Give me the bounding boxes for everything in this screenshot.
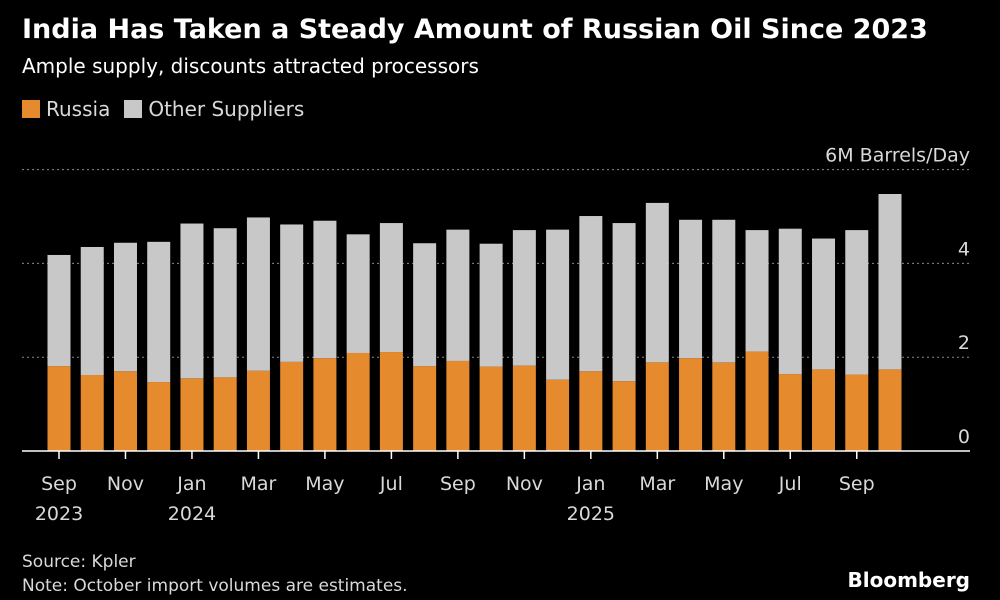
x-tick-label-6: Mar: [241, 473, 277, 495]
bar-russia-2025-10: [878, 369, 902, 451]
y-tick-label-2: 2: [958, 332, 970, 354]
bar-other-2025-04: [679, 219, 703, 359]
x-year-label-16: 2025: [567, 503, 615, 525]
legend-swatch-russia: [22, 100, 40, 118]
x-tick-label-16: Jan: [575, 473, 605, 495]
x-tick-label-4: Jan: [176, 473, 206, 495]
footer: Source: Kpler Note: October import volum…: [22, 550, 408, 598]
bar-russia-2025-09: [845, 374, 869, 451]
bar-russia-2024-07: [379, 352, 403, 451]
bar-other-2025-10: [878, 193, 902, 370]
bar-russia-2023-11: [113, 371, 137, 451]
bar-other-2025-09: [845, 230, 869, 375]
bar-russia-2024-12: [546, 379, 570, 451]
bar-russia-2023-10: [80, 375, 104, 451]
bar-russia-2025-02: [612, 381, 636, 451]
chart-title: India Has Taken a Steady Amount of Russi…: [22, 14, 928, 45]
bar-russia-2023-09: [47, 366, 71, 451]
bar-other-2025-06: [745, 230, 769, 352]
bar-russia-2024-09: [446, 360, 470, 451]
y-tick-label-4: 4: [958, 238, 970, 260]
bar-other-2024-01: [180, 223, 204, 379]
bar-other-2023-11: [113, 242, 137, 372]
bar-other-2025-01: [579, 216, 603, 372]
bar-russia-2025-03: [645, 362, 669, 451]
bar-other-2024-09: [446, 229, 470, 361]
legend-label-russia: Russia: [46, 97, 111, 121]
bar-other-2024-10: [479, 243, 503, 367]
legend-item-russia: Russia: [22, 97, 110, 121]
bar-russia-2024-02: [213, 377, 237, 451]
legend-item-other: Other Suppliers: [124, 97, 304, 121]
chart-subtitle: Ample supply, discounts attracted proces…: [22, 54, 479, 78]
bar-other-2023-09: [47, 254, 71, 367]
bar-other-2025-08: [812, 238, 836, 370]
bar-other-2024-11: [512, 230, 536, 366]
bar-other-2024-08: [413, 243, 437, 367]
bar-russia-2024-03: [246, 370, 270, 451]
bar-russia-2024-01: [180, 378, 204, 451]
bar-other-2024-02: [213, 228, 237, 378]
y-tick-label-0: 0: [958, 426, 970, 448]
bar-russia-2024-08: [413, 366, 437, 451]
x-year-label-4: 2024: [168, 503, 216, 525]
bar-other-2024-04: [280, 224, 304, 362]
bar-russia-2025-06: [745, 351, 769, 451]
bar-russia-2023-12: [147, 382, 171, 451]
bloomberg-logo: Bloomberg: [847, 568, 970, 592]
bar-other-2024-03: [246, 217, 270, 371]
bar-other-2024-07: [379, 223, 403, 353]
bar-other-2024-05: [313, 220, 337, 359]
bar-russia-2025-07: [778, 374, 802, 451]
x-tick-label-8: May: [305, 473, 344, 495]
bar-russia-2024-10: [479, 366, 503, 451]
bar-russia-2024-11: [512, 365, 536, 451]
y-tick-label-6: 6M Barrels/Day: [825, 145, 970, 167]
bar-other-2024-06: [346, 234, 370, 353]
bar-russia-2025-04: [679, 358, 703, 451]
bar-other-2025-03: [645, 202, 669, 363]
bar-other-2025-02: [612, 223, 636, 382]
x-tick-label-14: Nov: [506, 473, 543, 495]
x-tick-label-18: Mar: [639, 473, 675, 495]
legend-label-other: Other Suppliers: [148, 97, 305, 121]
bar-other-2025-07: [778, 228, 802, 375]
bar-other-2025-05: [712, 219, 736, 363]
legend: Russia Other Suppliers: [22, 97, 304, 121]
bar-russia-2024-05: [313, 358, 337, 451]
x-tick-label-10: Jul: [379, 473, 403, 495]
x-tick-label-0: Sep: [41, 473, 77, 495]
footnote: Note: October import volumes are estimat…: [22, 576, 408, 596]
bar-other-2024-12: [546, 229, 570, 380]
source-note: Source: Kpler: [22, 552, 136, 572]
x-tick-label-22: Jul: [778, 473, 802, 495]
bar-russia-2025-08: [812, 369, 836, 451]
bar-russia-2025-05: [712, 362, 736, 451]
x-year-label-0: 2023: [35, 503, 83, 525]
bar-other-2023-12: [147, 241, 171, 383]
x-tick-label-12: Sep: [440, 473, 476, 495]
bar-russia-2024-06: [346, 352, 370, 451]
x-tick-label-24: Sep: [839, 473, 875, 495]
legend-swatch-other: [124, 100, 143, 118]
x-tick-label-2: Nov: [107, 473, 144, 495]
bar-russia-2025-01: [579, 371, 603, 451]
bar-other-2023-10: [80, 246, 104, 376]
x-tick-label-20: May: [704, 473, 743, 495]
bar-russia-2024-04: [280, 361, 304, 451]
